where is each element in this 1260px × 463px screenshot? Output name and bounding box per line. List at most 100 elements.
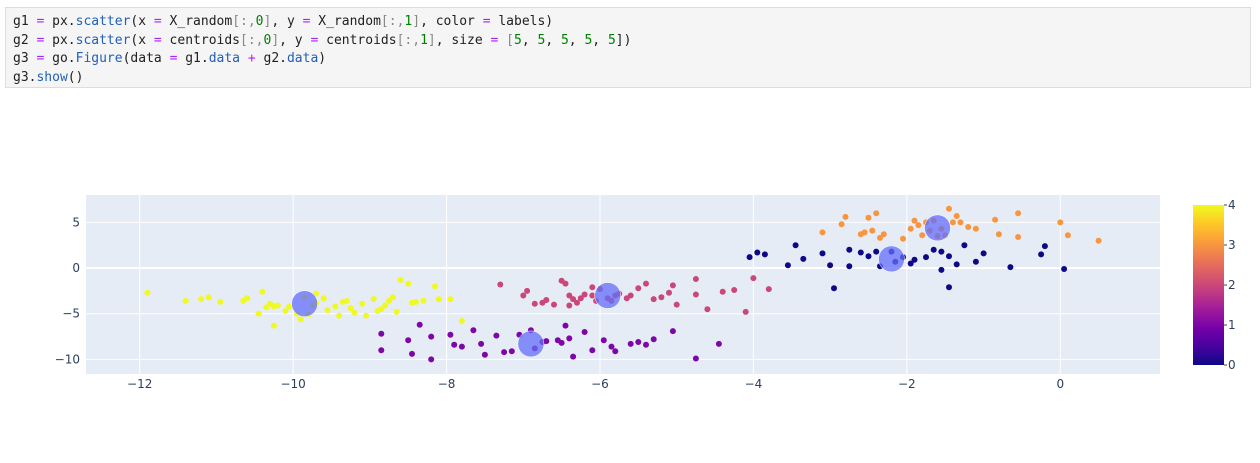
data-point[interactable] (800, 255, 807, 262)
data-point[interactable] (946, 205, 952, 212)
centroid-marker[interactable] (878, 245, 905, 273)
data-point[interactable] (692, 355, 699, 362)
data-point[interactable] (953, 213, 960, 219)
data-point[interactable] (420, 297, 427, 304)
data-point[interactable] (244, 295, 251, 302)
data-point[interactable] (324, 307, 331, 314)
data-point[interactable] (911, 256, 918, 263)
data-point[interactable] (612, 348, 619, 355)
data-point[interactable] (412, 298, 419, 305)
data-point[interactable] (919, 232, 926, 239)
data-point[interactable] (508, 348, 515, 355)
data-point[interactable] (574, 299, 580, 306)
data-point[interactable] (217, 298, 224, 305)
data-point[interactable] (566, 335, 573, 342)
centroid-marker[interactable] (594, 282, 621, 309)
data-point[interactable] (869, 227, 876, 234)
data-point[interactable] (873, 248, 880, 255)
data-point[interactable] (746, 254, 753, 261)
data-point[interactable] (405, 337, 412, 344)
data-point[interactable] (666, 289, 672, 296)
data-point[interactable] (819, 250, 826, 257)
colorbar[interactable] (1193, 205, 1224, 365)
data-point[interactable] (1041, 243, 1048, 250)
data-point[interactable] (409, 350, 415, 357)
data-point[interactable] (370, 296, 377, 303)
data-point[interactable] (570, 353, 577, 360)
data-point[interactable] (255, 310, 262, 317)
data-point[interactable] (972, 258, 979, 265)
data-point[interactable] (589, 284, 596, 291)
data-point[interactable] (907, 225, 914, 232)
data-point[interactable] (1015, 234, 1022, 240)
data-point[interactable] (435, 296, 442, 303)
data-point[interactable] (428, 356, 435, 363)
data-point[interactable] (865, 253, 872, 260)
data-point[interactable] (386, 297, 392, 304)
data-point[interactable] (846, 246, 853, 253)
data-point[interactable] (923, 254, 929, 261)
data-point[interactable] (692, 291, 699, 298)
data-point[interactable] (343, 297, 350, 304)
data-point[interactable] (635, 285, 642, 292)
data-point[interactable] (938, 248, 945, 255)
data-point[interactable] (351, 309, 358, 316)
data-point[interactable] (531, 300, 538, 307)
data-point[interactable] (581, 329, 588, 335)
data-point[interactable] (447, 296, 454, 303)
data-point[interactable] (673, 301, 680, 308)
data-point[interactable] (1057, 219, 1064, 226)
data-point[interactable] (1061, 266, 1068, 272)
data-point[interactable] (907, 260, 914, 267)
data-point[interactable] (458, 343, 465, 350)
data-point[interactable] (819, 229, 826, 236)
data-point[interactable] (543, 338, 550, 345)
data-point[interactable] (877, 234, 883, 241)
data-point[interactable] (669, 282, 676, 289)
data-point[interactable] (282, 308, 289, 314)
data-point[interactable] (405, 280, 412, 287)
centroid-marker[interactable] (924, 214, 951, 242)
data-point[interactable] (589, 347, 596, 354)
data-point[interactable] (144, 289, 151, 296)
data-point[interactable] (451, 341, 458, 348)
data-point[interactable] (447, 331, 454, 338)
data-point[interactable] (458, 318, 465, 324)
data-point[interactable] (650, 296, 657, 303)
data-point[interactable] (915, 222, 922, 229)
data-point[interactable] (627, 292, 634, 299)
data-point[interactable] (965, 224, 972, 230)
data-point[interactable] (274, 302, 281, 309)
data-point[interactable] (957, 219, 964, 226)
data-point[interactable] (198, 296, 205, 303)
data-point[interactable] (347, 305, 354, 312)
data-point[interactable] (378, 306, 385, 313)
data-point[interactable] (1064, 232, 1071, 239)
data-point[interactable] (1015, 210, 1022, 217)
data-point[interactable] (382, 302, 389, 309)
data-point[interactable] (577, 295, 584, 302)
data-point[interactable] (1038, 251, 1045, 258)
data-point[interactable] (270, 322, 277, 329)
data-point[interactable] (627, 340, 634, 347)
data-point[interactable] (658, 294, 665, 301)
data-point[interactable] (992, 216, 999, 223)
data-point[interactable] (842, 213, 849, 220)
data-point[interactable] (478, 340, 485, 347)
data-point[interactable] (397, 276, 404, 283)
data-point[interactable] (750, 275, 757, 282)
data-point[interactable] (359, 300, 366, 307)
plot-area[interactable] (86, 195, 1160, 374)
data-point[interactable] (501, 349, 508, 356)
code-cell[interactable]: g1 = px.scatter(x = X_random[:,0], y = X… (5, 7, 1251, 88)
data-point[interactable] (263, 304, 270, 311)
data-point[interactable] (297, 316, 304, 323)
data-point[interactable] (643, 341, 649, 348)
data-point[interactable] (286, 303, 293, 310)
data-point[interactable] (389, 294, 396, 301)
data-point[interactable] (493, 332, 500, 339)
data-point[interactable] (857, 249, 864, 256)
data-point[interactable] (428, 333, 435, 340)
data-point[interactable] (363, 312, 369, 319)
